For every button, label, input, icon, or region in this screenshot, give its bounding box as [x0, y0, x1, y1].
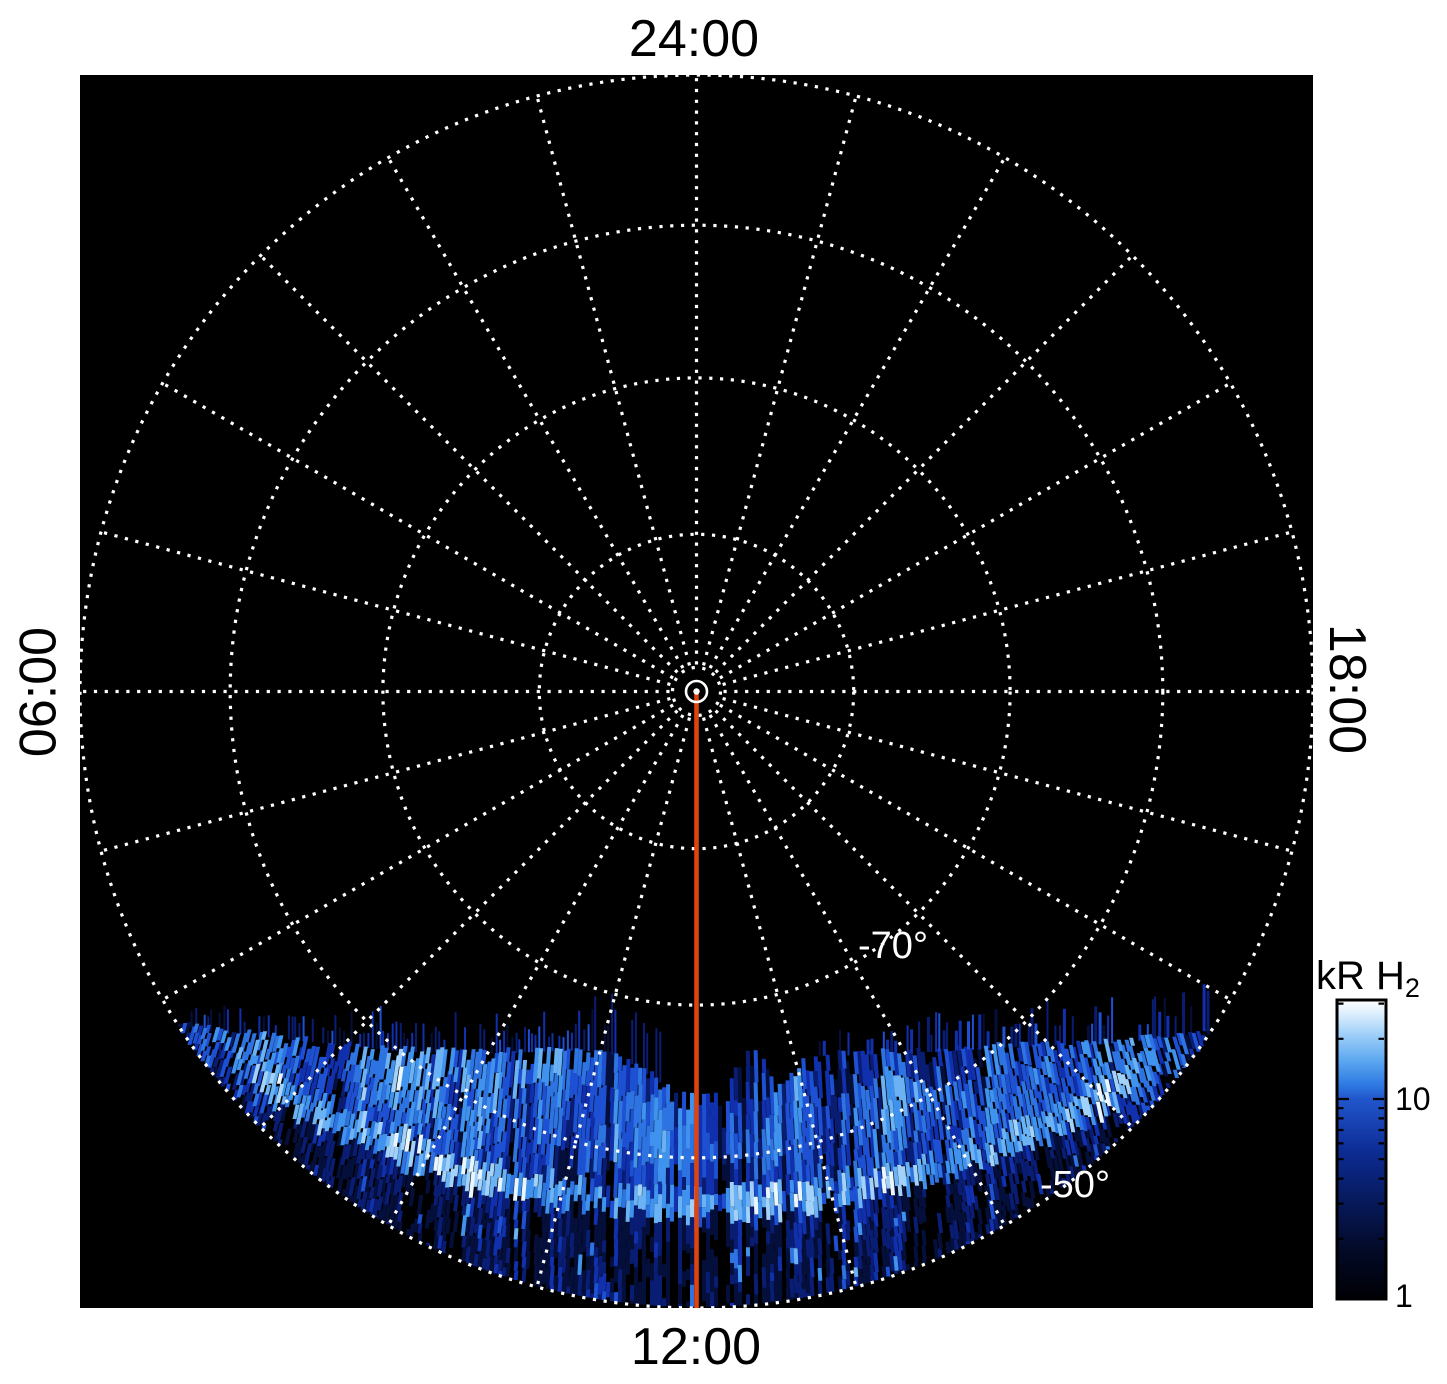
svg-text:-70°: -70° [858, 925, 928, 967]
svg-text:18:00: 18:00 [1318, 624, 1376, 754]
svg-text:10: 10 [1395, 1081, 1431, 1117]
svg-text:kR H2: kR H2 [1316, 954, 1420, 1003]
svg-text:06:00: 06:00 [10, 627, 68, 757]
svg-text:12:00: 12:00 [631, 1318, 761, 1376]
svg-text:24:00: 24:00 [629, 10, 759, 68]
svg-text:1: 1 [1395, 1278, 1413, 1314]
svg-text:-50°: -50° [1040, 1164, 1110, 1206]
